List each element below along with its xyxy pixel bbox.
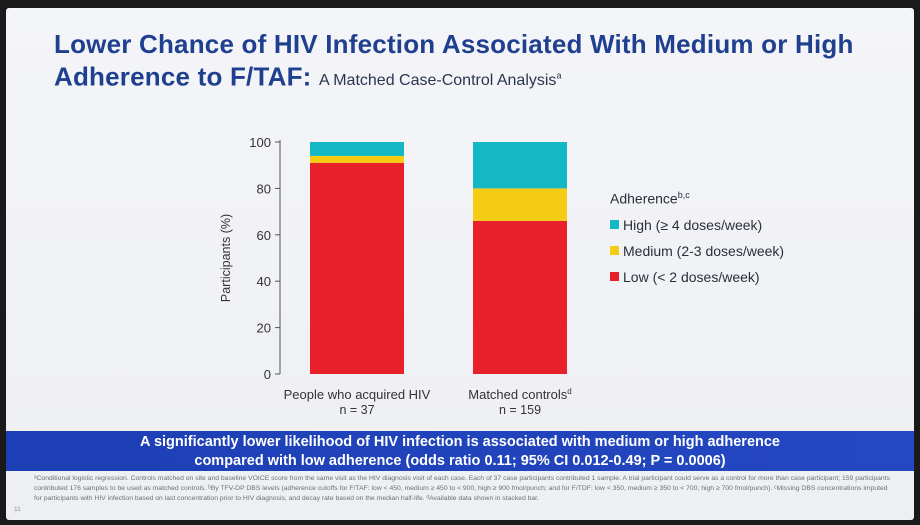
footnote: ᵃConditional logistic regression. Contro… bbox=[34, 475, 890, 502]
y-tick-label: 20 bbox=[257, 321, 271, 336]
legend-swatch bbox=[610, 246, 619, 256]
title-main: Lower Chance of HIV Infection Associated… bbox=[54, 29, 854, 92]
y-tick-label: 60 bbox=[257, 228, 271, 243]
legend-swatch bbox=[610, 220, 619, 230]
x-category-label: People who acquired HIV bbox=[284, 387, 431, 402]
slide-number: 11 bbox=[14, 506, 21, 513]
banner-line-2: compared with low adherence (odds ratio … bbox=[194, 453, 726, 469]
stacked-bar-chart: 0 20 40 60 80 100 Participants (%) People who a… bbox=[219, 135, 572, 417]
x-category-n: n = 159 bbox=[499, 403, 541, 417]
bar-segment bbox=[473, 142, 567, 189]
legend-label: Medium (2-3 doses/week) bbox=[623, 242, 785, 259]
title-subtitle: A Matched Case-Control Analysisa bbox=[318, 71, 562, 90]
y-tick-label: 100 bbox=[249, 135, 271, 150]
slide: Lower Chance of HIV Infection Associated… bbox=[6, 8, 914, 520]
legend-item: High (≥ 4 doses/week) bbox=[610, 215, 784, 235]
conclusion-banner: A significantly lower likelihood of HIV … bbox=[6, 431, 914, 471]
legend-label: High (≥ 4 doses/week) bbox=[623, 216, 763, 233]
y-tick-label: 80 bbox=[257, 181, 271, 196]
legend-item: Low (< 2 doses/week) bbox=[610, 267, 784, 287]
y-tick-label: 40 bbox=[257, 274, 271, 289]
x-category-label: Matched controlsd bbox=[468, 387, 571, 402]
y-axis-label: Participants (%) bbox=[219, 214, 233, 302]
legend-label: Low (< 2 doses/week) bbox=[623, 268, 760, 285]
bar-segment bbox=[310, 162, 404, 374]
chart-legend: Adherenceb,c High (≥ 4 doses/week) Medium… bbox=[610, 190, 784, 293]
slide-title: Lower Chance of HIV Infection Associated… bbox=[54, 28, 904, 97]
bar-segment bbox=[473, 188, 567, 221]
y-tick-label: 0 bbox=[264, 367, 271, 382]
bar-segment bbox=[473, 220, 567, 374]
bar-segment bbox=[310, 155, 404, 163]
legend-title: Adherenceb,c bbox=[610, 190, 690, 207]
bar-segment bbox=[310, 142, 404, 156]
x-category-n: n = 37 bbox=[339, 403, 374, 417]
legend-item: Medium (2-3 doses/week) bbox=[610, 241, 784, 261]
legend-swatch bbox=[610, 272, 619, 282]
banner-line-1: A significantly lower likelihood of HIV … bbox=[140, 434, 780, 450]
